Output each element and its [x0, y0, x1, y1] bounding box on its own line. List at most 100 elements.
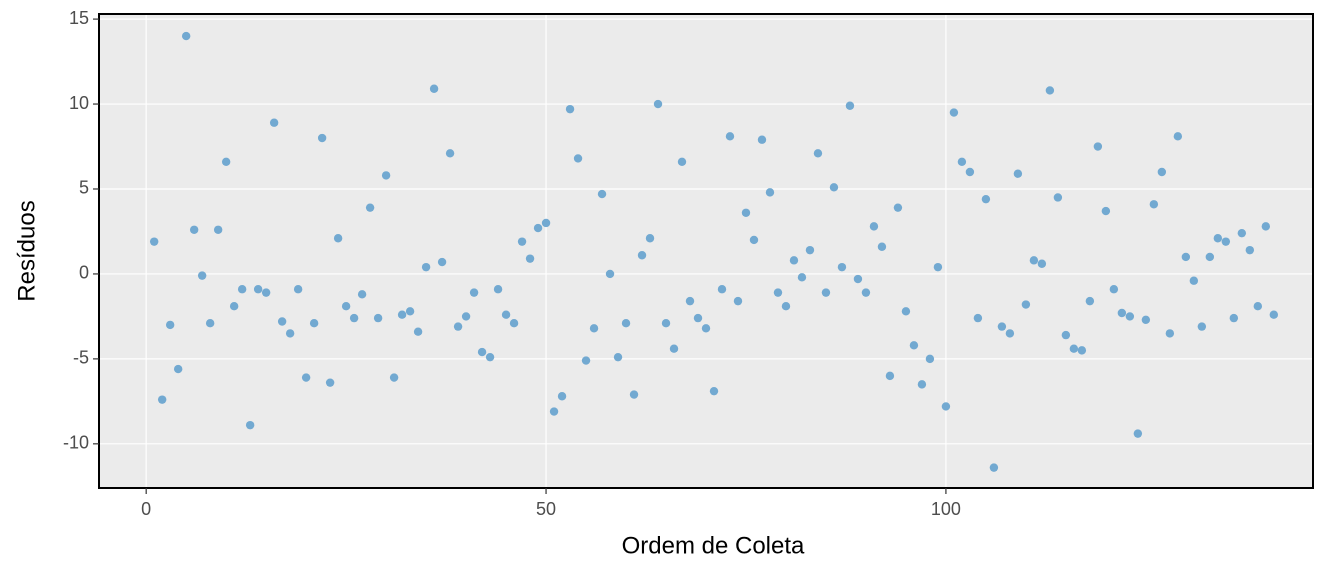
point [181, 31, 191, 41]
point [293, 285, 303, 294]
point [637, 251, 647, 260]
point [597, 189, 607, 199]
point [397, 310, 407, 319]
point [805, 245, 815, 255]
point [541, 218, 551, 228]
point [669, 344, 679, 353]
point [1101, 206, 1111, 216]
point [269, 118, 279, 127]
point [1037, 259, 1047, 268]
point [1173, 132, 1183, 141]
point [589, 324, 599, 333]
point [373, 313, 383, 323]
point [469, 288, 479, 297]
point [909, 341, 919, 350]
point [309, 319, 319, 328]
point [1245, 245, 1255, 255]
point [1197, 322, 1207, 331]
y-tick-label: 15 [69, 8, 89, 28]
point [189, 225, 199, 234]
point [533, 223, 543, 233]
point [253, 285, 263, 294]
point [749, 235, 759, 245]
point [501, 310, 511, 319]
point [1189, 276, 1199, 285]
point [933, 262, 943, 272]
y-tick-label: -10 [63, 433, 89, 453]
point [1013, 169, 1023, 178]
point [877, 242, 887, 251]
point [1141, 315, 1151, 325]
point [605, 269, 615, 279]
point [365, 203, 375, 212]
point [421, 262, 431, 272]
point [821, 288, 831, 297]
point [325, 378, 335, 387]
point [341, 302, 351, 311]
point [357, 290, 367, 299]
point [885, 371, 895, 381]
point [1093, 142, 1103, 151]
point [557, 392, 567, 401]
point [949, 108, 959, 117]
point [277, 317, 287, 326]
point [229, 302, 239, 311]
point [685, 296, 695, 306]
point [1109, 285, 1119, 294]
point [349, 313, 359, 323]
point [709, 386, 719, 396]
point [477, 347, 487, 357]
grid [99, 14, 1313, 488]
x-tick-label: 0 [141, 499, 151, 519]
point [973, 313, 983, 323]
point [493, 285, 503, 294]
point [485, 352, 495, 362]
panel [99, 14, 1313, 488]
point [429, 84, 439, 93]
x-tick-label: 50 [536, 499, 556, 519]
point [853, 274, 863, 284]
point [893, 203, 903, 212]
point [173, 364, 183, 374]
point [213, 225, 223, 234]
y-tick-label: 10 [69, 93, 89, 113]
point [1229, 313, 1239, 323]
point [629, 390, 639, 399]
point [773, 288, 783, 297]
point [549, 407, 559, 416]
point [389, 373, 399, 382]
point [837, 262, 847, 272]
point [901, 307, 911, 316]
point [741, 208, 751, 217]
point [757, 135, 767, 144]
point [1005, 329, 1015, 338]
point [957, 157, 967, 167]
points [149, 31, 1279, 472]
point [917, 380, 927, 389]
point [981, 194, 991, 204]
point [1261, 222, 1271, 231]
y-tick-label: 0 [79, 263, 89, 283]
point [381, 171, 391, 180]
y-tick-label: -5 [73, 348, 89, 368]
point [733, 296, 743, 306]
point [1269, 310, 1279, 319]
point [333, 234, 343, 243]
point [1085, 296, 1095, 306]
point [1181, 252, 1191, 262]
point [509, 319, 519, 328]
y-axis-title: Resíduos [13, 200, 40, 301]
point [621, 319, 631, 328]
point [829, 183, 839, 192]
point [149, 237, 159, 246]
point [413, 327, 423, 336]
point [781, 302, 791, 311]
point [941, 402, 951, 411]
point [925, 354, 935, 364]
point [813, 149, 823, 158]
point [1125, 312, 1135, 321]
point [989, 463, 999, 472]
point [1165, 329, 1175, 338]
point [861, 288, 871, 297]
point [869, 222, 879, 231]
